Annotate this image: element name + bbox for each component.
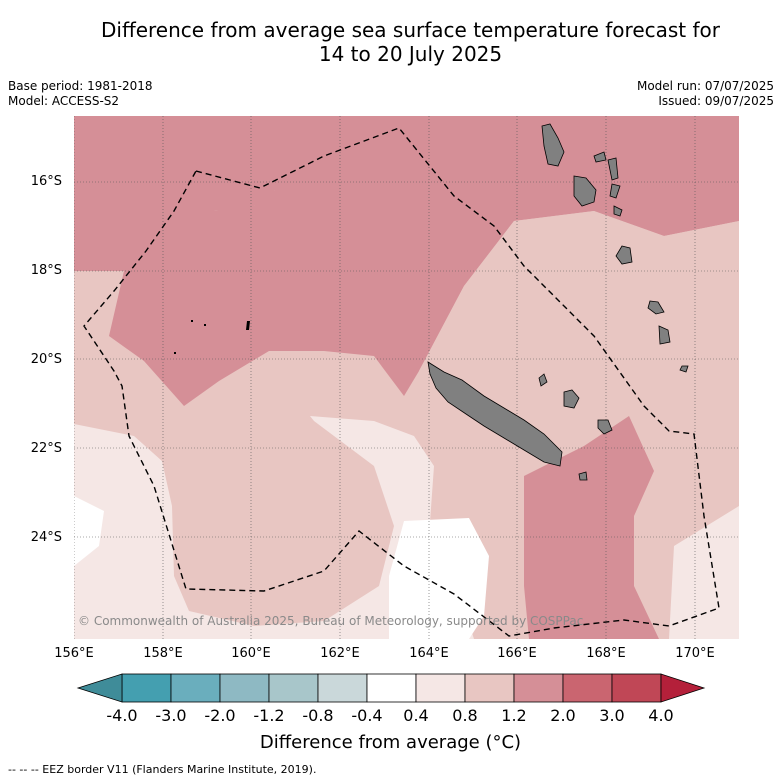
colorbar xyxy=(76,673,706,703)
colorbar-tick-label: -0.8 xyxy=(302,706,334,725)
loyalty-islands xyxy=(563,389,613,481)
colorbar-segment xyxy=(611,673,662,703)
anomaly-band-1-2-2-0-southeast xyxy=(524,416,659,639)
colorbar-segment xyxy=(268,673,319,703)
anomaly-band-0-8-1-2-central xyxy=(419,211,739,446)
lon-label-160e: 160°E xyxy=(231,646,271,661)
colorbar-tick-label: 2.0 xyxy=(550,706,576,725)
colorbar-extend-high xyxy=(660,673,706,703)
vanuatu-islands xyxy=(541,123,689,373)
isle-of-pines xyxy=(538,373,548,387)
colorbar-segment xyxy=(121,673,172,703)
lon-label-168e: 168°E xyxy=(586,646,626,661)
eez-footnote: -- -- -- EEZ border V11 (Flanders Marine… xyxy=(8,763,317,776)
anomaly-band-1-2-2-0-west xyxy=(74,116,739,406)
model-text: Model: ACCESS-S2 xyxy=(8,94,120,108)
colorbar-segment xyxy=(219,673,270,703)
copyright-notice: © Commonwealth of Australia 2025, Bureau… xyxy=(78,614,584,628)
meta-left: Base period: 1981-2018 Model: ACCESS-S2 xyxy=(8,79,153,109)
colorbar-extend-low xyxy=(76,673,123,703)
lat-label-16s: 16°S xyxy=(30,174,62,189)
colorbar-tick-label: 4.0 xyxy=(648,706,674,725)
lon-label-164e: 164°E xyxy=(409,646,449,661)
lon-label-170e: 170°E xyxy=(675,646,715,661)
colorbar-tick-label: -0.4 xyxy=(351,706,383,725)
colorbar-segment xyxy=(317,673,368,703)
model-run-text: Model run: 07/07/2025 xyxy=(636,79,774,93)
lon-label-156e: 156°E xyxy=(54,646,94,661)
title-line-1: Difference from average sea surface temp… xyxy=(100,18,720,42)
colorbar-segments xyxy=(121,673,662,703)
colorbar-tick-label: -2.0 xyxy=(204,706,236,725)
new-caledonia-grande-terre xyxy=(427,361,563,467)
lon-label-158e: 158°E xyxy=(143,646,183,661)
colorbar-tick-label: -1.2 xyxy=(253,706,285,725)
colorbar-segment xyxy=(562,673,613,703)
colorbar-tick-label: -4.0 xyxy=(106,706,138,725)
meta-right: Model run: 07/07/2025 Issued: 09/07/2025 xyxy=(637,79,774,109)
colorbar-segment xyxy=(513,673,564,703)
lon-label-162e: 162°E xyxy=(320,646,360,661)
colorbar-tick-label: 0.8 xyxy=(452,706,478,725)
base-period-text: Base period: 1981-2018 xyxy=(8,79,153,93)
map-canvas xyxy=(74,116,739,639)
lat-label-24s: 24°S xyxy=(30,530,62,545)
anomaly-band-0-4-0-8-east xyxy=(669,506,739,639)
anomaly-band-neutral-west xyxy=(74,496,104,566)
lon-label-166e: 166°E xyxy=(497,646,537,661)
colorbar-segment xyxy=(366,673,417,703)
anomaly-band-0-4-0-8-west xyxy=(74,416,474,639)
colorbar-segment xyxy=(415,673,466,703)
colorbar-tick-label: -3.0 xyxy=(155,706,187,725)
lat-label-18s: 18°S xyxy=(30,263,62,278)
colorbar-segment xyxy=(464,673,515,703)
lat-label-22s: 22°S xyxy=(30,441,62,456)
colorbar-tick-label: 3.0 xyxy=(599,706,625,725)
issued-text: Issued: 09/07/2025 xyxy=(658,94,774,108)
colorbar-tick-label: 0.4 xyxy=(403,706,429,725)
anomaly-band-neutral-south xyxy=(389,518,489,639)
sst-anomaly-map xyxy=(74,116,739,639)
map-title: Difference from average sea surface temp… xyxy=(0,18,781,66)
title-line-2: 14 to 20 July 2025 xyxy=(318,42,503,66)
eez-border xyxy=(83,127,720,637)
colorbar-title: Difference from average (°C) xyxy=(259,732,522,753)
lat-label-20s: 20°S xyxy=(30,352,62,367)
colorbar-segment xyxy=(170,673,221,703)
colorbar-tick-label: 1.2 xyxy=(501,706,527,725)
